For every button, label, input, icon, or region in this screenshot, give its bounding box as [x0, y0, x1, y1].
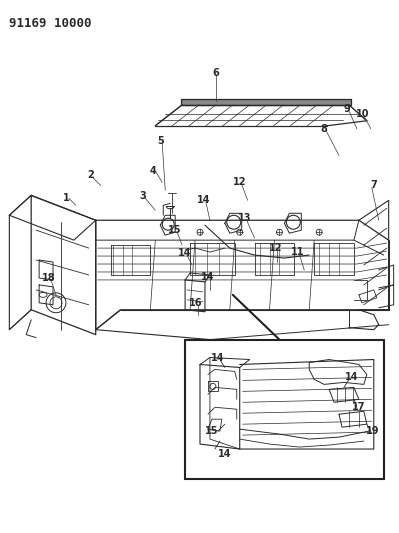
Text: 13: 13 [238, 213, 251, 223]
Text: 2: 2 [87, 171, 94, 181]
Bar [185, 340, 384, 479]
Text: 18: 18 [42, 273, 56, 283]
Text: 8: 8 [321, 124, 328, 134]
Text: 91169 10000: 91169 10000 [9, 17, 92, 30]
Polygon shape [181, 99, 351, 105]
Text: 1: 1 [63, 193, 69, 204]
Text: 14: 14 [201, 272, 215, 282]
Text: 12: 12 [269, 243, 282, 253]
Text: 7: 7 [370, 181, 377, 190]
Text: 14: 14 [178, 248, 192, 258]
Text: 14: 14 [218, 449, 231, 459]
Text: 14: 14 [197, 196, 211, 205]
Text: 17: 17 [352, 402, 365, 412]
Text: 9: 9 [344, 104, 350, 114]
Text: 19: 19 [366, 426, 379, 436]
Text: 5: 5 [157, 136, 164, 146]
Text: 14: 14 [345, 373, 359, 382]
Text: 4: 4 [150, 166, 157, 175]
Text: 14: 14 [211, 352, 225, 362]
Text: 15: 15 [168, 225, 182, 235]
Text: 11: 11 [290, 247, 304, 257]
Text: 12: 12 [233, 177, 247, 188]
Text: 6: 6 [213, 68, 219, 78]
Text: 10: 10 [356, 109, 369, 119]
Text: 3: 3 [139, 191, 146, 201]
Text: 16: 16 [189, 298, 203, 308]
Text: 15: 15 [205, 426, 219, 436]
